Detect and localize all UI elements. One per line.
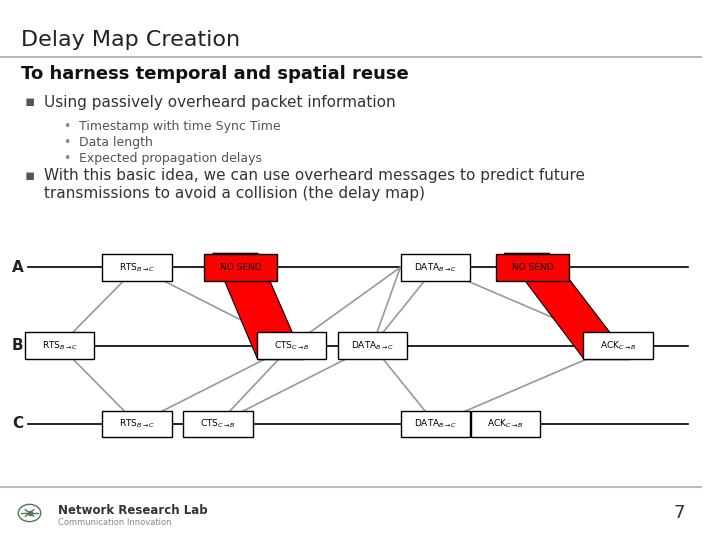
Text: DATA$_{B\rightarrow C}$: DATA$_{B\rightarrow C}$ (414, 261, 457, 274)
Text: 7: 7 (673, 504, 685, 522)
Text: ACK$_{C\rightarrow B}$: ACK$_{C\rightarrow B}$ (487, 417, 524, 430)
FancyBboxPatch shape (183, 410, 253, 437)
Text: Using passively overheard packet information: Using passively overheard packet informa… (43, 94, 395, 110)
Text: Data length: Data length (78, 136, 153, 149)
Text: CTS$_{C\rightarrow B}$: CTS$_{C\rightarrow B}$ (274, 339, 310, 352)
Text: RTS$_{B\rightarrow C}$: RTS$_{B\rightarrow C}$ (119, 417, 155, 430)
FancyBboxPatch shape (204, 254, 277, 281)
Text: ACK$_{C\rightarrow B}$: ACK$_{C\rightarrow B}$ (600, 339, 636, 352)
Text: B: B (12, 338, 23, 353)
Text: A: A (12, 260, 24, 275)
Text: NO SEND: NO SEND (220, 263, 262, 272)
Text: To harness temporal and spatial reuse: To harness temporal and spatial reuse (21, 65, 409, 83)
Text: DATA$_{B\rightarrow C}$: DATA$_{B\rightarrow C}$ (351, 339, 394, 352)
Text: With this basic idea, we can use overheard messages to predict future
transmissi: With this basic idea, we can use overhea… (43, 168, 585, 201)
FancyBboxPatch shape (401, 410, 470, 437)
Text: NO SEND: NO SEND (512, 263, 553, 272)
Text: Communication Innovation: Communication Innovation (58, 518, 171, 528)
Text: Delay Map Creation: Delay Map Creation (21, 30, 240, 50)
FancyBboxPatch shape (338, 333, 407, 359)
Text: DATA$_{B\rightarrow C}$: DATA$_{B\rightarrow C}$ (414, 417, 457, 430)
Text: Expected propagation delays: Expected propagation delays (78, 152, 261, 165)
FancyBboxPatch shape (471, 410, 541, 437)
Text: •: • (63, 152, 71, 165)
Text: Network Research Lab: Network Research Lab (58, 504, 207, 517)
FancyBboxPatch shape (257, 333, 326, 359)
Text: C: C (12, 416, 23, 431)
FancyBboxPatch shape (25, 333, 94, 359)
Text: •: • (63, 120, 71, 133)
Text: RTS$_{B\rightarrow C}$: RTS$_{B\rightarrow C}$ (119, 261, 155, 274)
Text: ▪: ▪ (24, 94, 35, 110)
FancyBboxPatch shape (102, 410, 172, 437)
Text: •: • (63, 136, 71, 149)
FancyBboxPatch shape (401, 254, 470, 281)
FancyBboxPatch shape (102, 254, 172, 281)
FancyBboxPatch shape (583, 333, 653, 359)
Text: Timestamp with time Sync Time: Timestamp with time Sync Time (78, 120, 280, 133)
Text: RTS$_{B\rightarrow C}$: RTS$_{B\rightarrow C}$ (42, 339, 78, 352)
Text: ▪: ▪ (24, 168, 35, 184)
Polygon shape (213, 253, 304, 360)
Polygon shape (504, 253, 631, 360)
FancyBboxPatch shape (496, 254, 569, 281)
Text: CTS$_{C\rightarrow B}$: CTS$_{C\rightarrow B}$ (200, 417, 235, 430)
